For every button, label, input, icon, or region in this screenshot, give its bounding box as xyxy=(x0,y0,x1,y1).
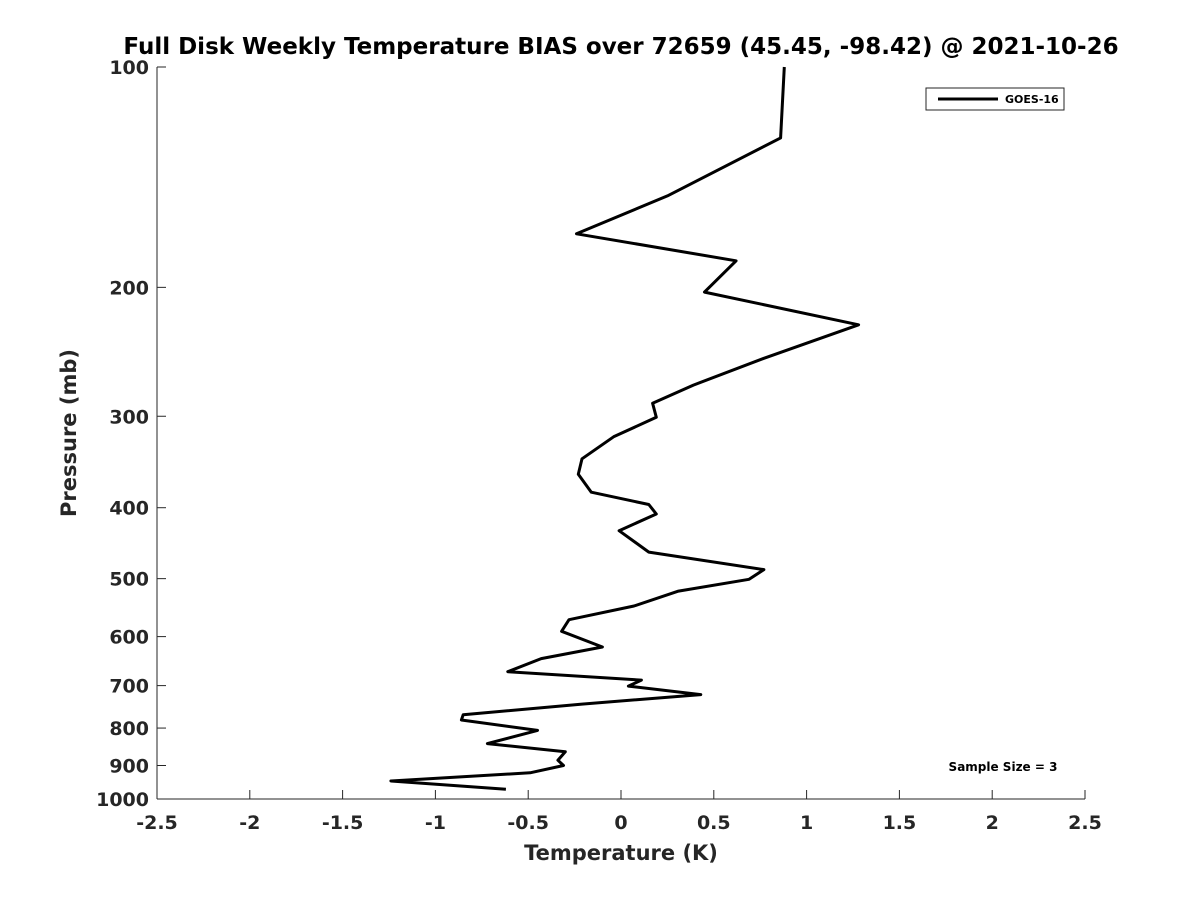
x-tick-label: 0.5 xyxy=(697,812,731,834)
y-tick-label: 400 xyxy=(109,498,149,520)
chart-title: Full Disk Weekly Temperature BIAS over 7… xyxy=(123,34,1118,60)
legend-entry-goes-16: GOES-16 xyxy=(1005,93,1059,106)
series-line-goes-16 xyxy=(389,66,861,791)
y-tick-label: 900 xyxy=(109,756,149,778)
y-ticks: 100 200 300 400 500 600 700 800 900 1000 xyxy=(96,57,166,811)
y-tick-label: 1000 xyxy=(96,789,149,811)
y-axis-label: Pressure (mb) xyxy=(57,349,81,517)
sample-size-annotation: Sample Size = 3 xyxy=(949,760,1058,774)
y-tick-label: 100 xyxy=(109,57,149,79)
y-tick-label: 800 xyxy=(109,718,149,740)
x-tick-label: 2.5 xyxy=(1068,812,1102,834)
x-tick-label: -1 xyxy=(425,812,446,834)
x-tick-label: 0 xyxy=(614,812,627,834)
y-tick-label: 300 xyxy=(109,406,149,428)
legend: GOES-16 xyxy=(925,87,1065,111)
x-ticks: -2.5 -2 -1.5 -1 -0.5 0 0.5 1 1.5 2 2.5 xyxy=(136,790,1102,834)
y-tick-label: 200 xyxy=(109,277,149,299)
x-axis-label: Temperature (K) xyxy=(524,841,718,865)
y-tick-label: 600 xyxy=(109,627,149,649)
x-tick-label: 1 xyxy=(800,812,813,834)
x-tick-label: -2 xyxy=(239,812,260,834)
y-tick-label: 700 xyxy=(109,676,149,698)
x-tick-label: 2 xyxy=(986,812,999,834)
x-tick-label: -1.5 xyxy=(322,812,364,834)
x-tick-label: -2.5 xyxy=(136,812,178,834)
x-tick-label: -0.5 xyxy=(507,812,549,834)
y-tick-label: 500 xyxy=(109,569,149,591)
x-tick-label: 1.5 xyxy=(883,812,917,834)
